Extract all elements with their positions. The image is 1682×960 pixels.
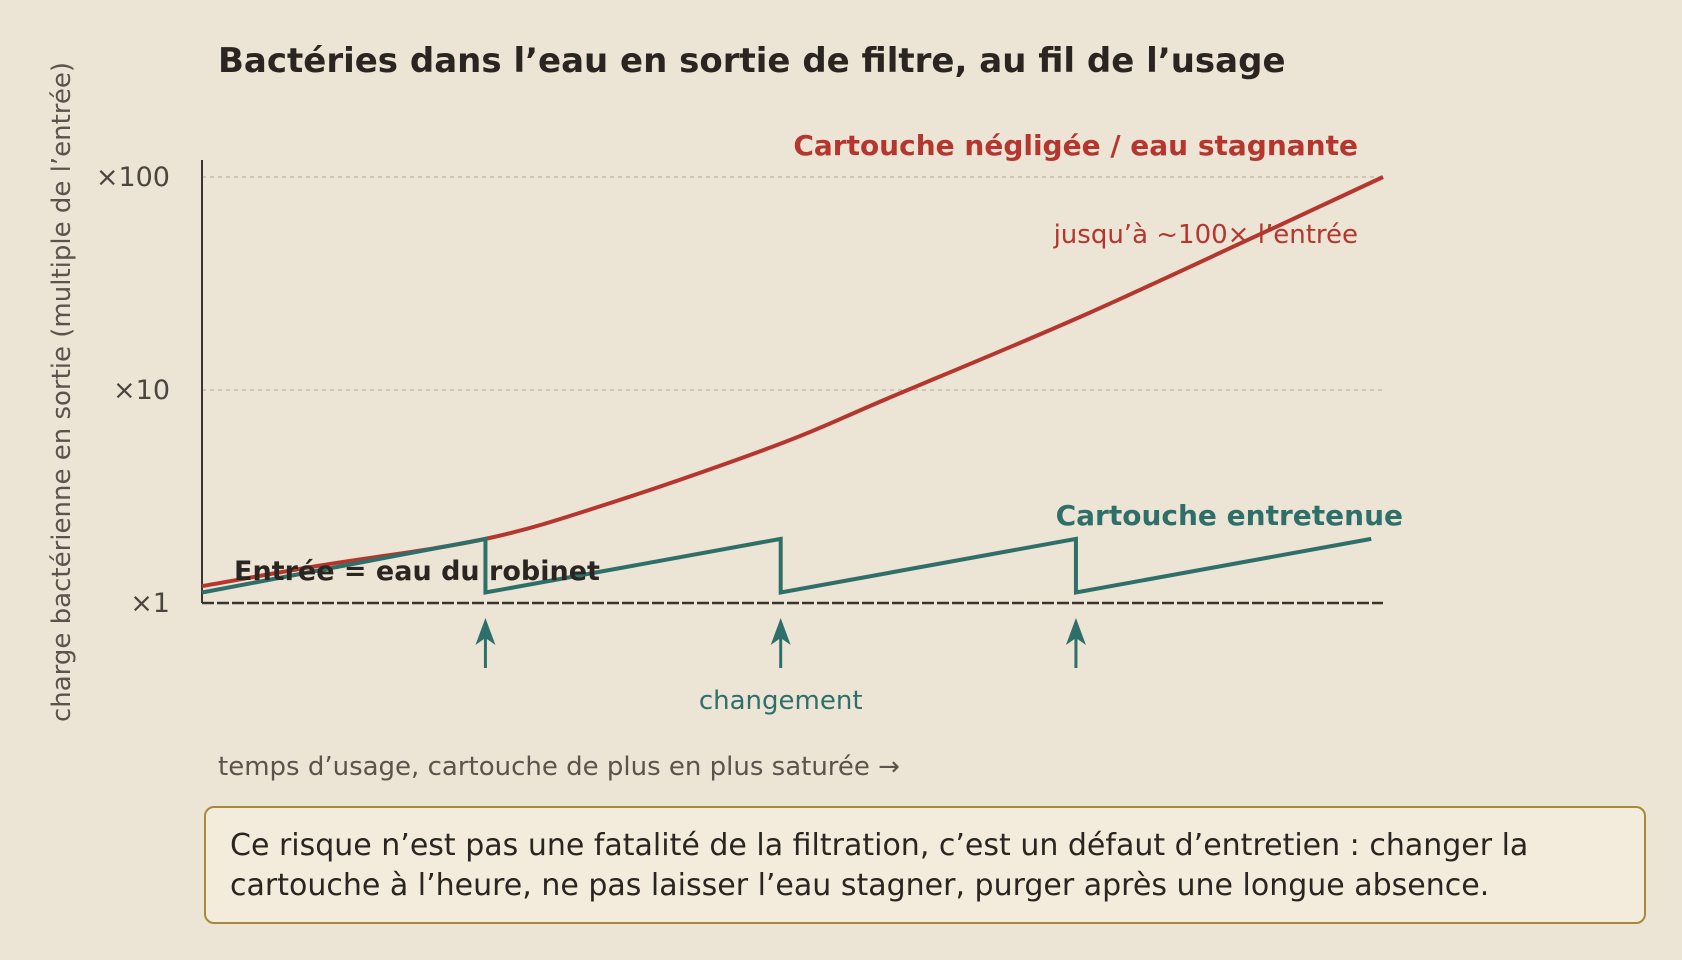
series-label-maintained: Cartouche entretenue [1056, 499, 1403, 532]
series-label-neglected: Cartouche négligée / eau stagnante [793, 129, 1358, 162]
note-box: Ce risque n’est pas une fatalité de la f… [204, 806, 1646, 924]
change-arrow-head [1065, 618, 1086, 645]
change-arrow-head [475, 618, 496, 645]
chart-title: Bactéries dans l’eau en sortie de filtre… [218, 41, 1286, 81]
baseline-label: Entrée = eau du robinet [234, 556, 600, 587]
y-axis-label: charge bactérienne en sortie (multiple d… [47, 62, 77, 722]
y-tick-label: ×1 [130, 588, 170, 619]
y-tick-label: ×100 [96, 162, 170, 193]
series-line-maintained [201, 536, 1372, 595]
series-annotation-neglected: jusqu’à ~100× l’entrée [1053, 220, 1358, 250]
change-arrow-head [770, 618, 791, 645]
note-text: Ce risque n’est pas une fatalité de la f… [230, 828, 1529, 903]
x-axis-label: temps d’usage, cartouche de plus en plus… [218, 752, 900, 782]
change-label: changement [699, 686, 863, 716]
y-tick-label: ×10 [113, 375, 170, 406]
